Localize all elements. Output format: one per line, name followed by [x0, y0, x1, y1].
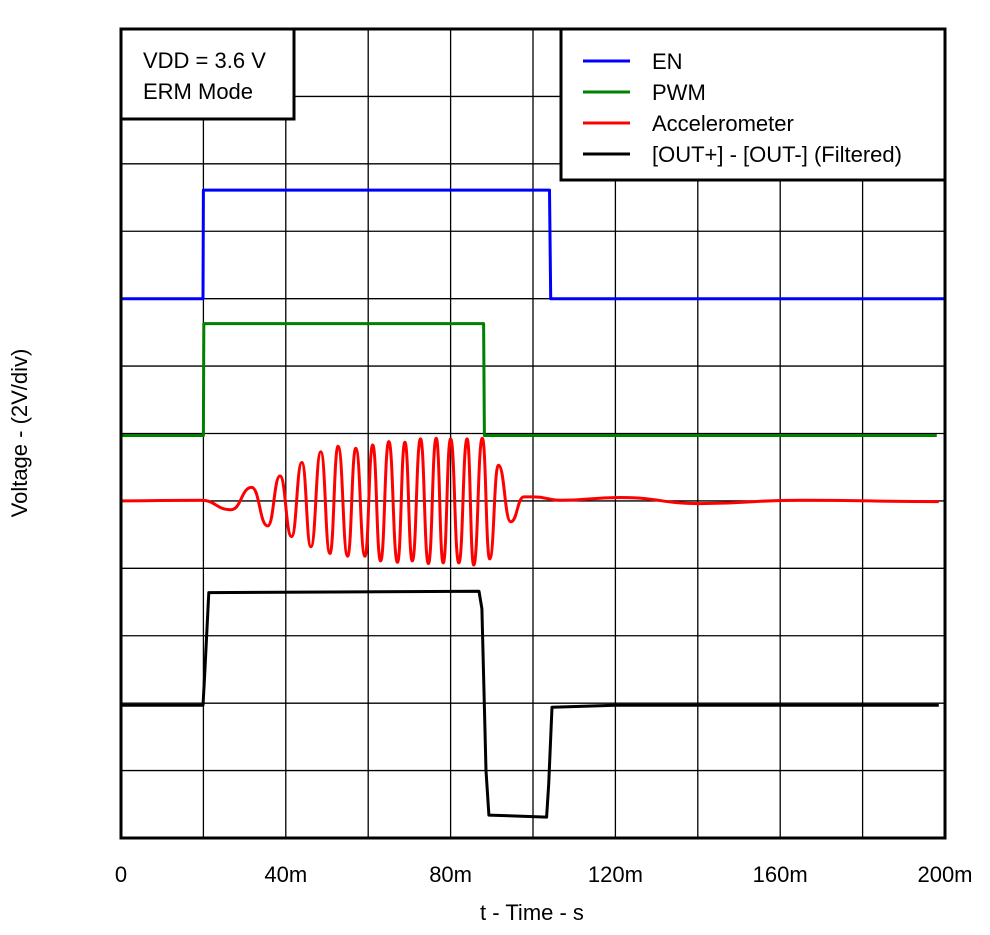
x-tick-labels: 0 40m 80m 120m 160m 200m [115, 862, 973, 887]
legend-label: PWM [652, 80, 706, 105]
series-line-en [121, 188, 945, 301]
series-line-pwm [121, 322, 937, 437]
legend-label: Accelerometer [652, 111, 794, 136]
series-group [120, 188, 945, 819]
x-tick-label: 120m [588, 862, 643, 887]
x-tick-label: 80m [429, 862, 472, 887]
plot-frame [119, 27, 947, 840]
x-tick-label: 160m [753, 862, 808, 887]
legend-label: [OUT+] - [OUT-] (Filtered) [652, 142, 902, 167]
x-tick-label: 40m [264, 862, 307, 887]
annotation-line-2: ERM Mode [143, 79, 253, 104]
y-axis-label: Voltage - (2V/div) [7, 349, 32, 518]
annotation-box: VDD = 3.6 V ERM Mode [119, 27, 296, 121]
series-line-out-out-filtered [121, 589, 939, 819]
annotation-line-1: VDD = 3.6 V [143, 48, 266, 73]
x-axis-label: t - Time - s [480, 900, 584, 925]
x-tick-label: 0 [115, 862, 127, 887]
legend-label: EN [652, 49, 683, 74]
legend: EN PWM Accelerometer [OUT+] - [OUT-] (Filte… [559, 27, 947, 182]
x-tick-label: 200m [917, 862, 972, 887]
series-line-accelerometer [120, 436, 939, 567]
